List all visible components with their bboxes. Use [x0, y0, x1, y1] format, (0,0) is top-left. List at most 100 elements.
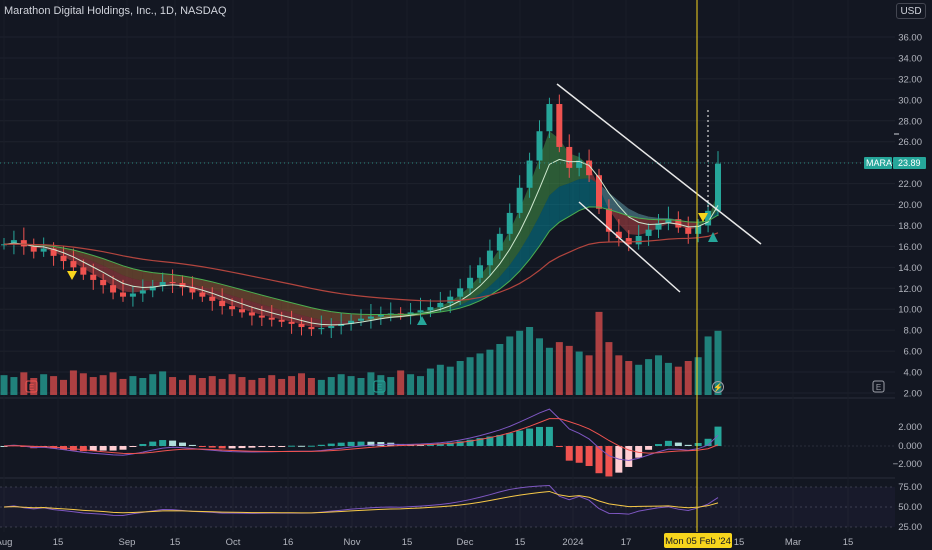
volume-bar	[40, 374, 48, 395]
ma-ribbon-segment	[281, 300, 292, 313]
ma-ribbon-segment	[271, 297, 282, 310]
earnings-badges[interactable]: E E E ⚡	[25, 380, 885, 393]
candle-body	[526, 160, 533, 188]
volume-bar	[476, 353, 484, 395]
volume-bar	[496, 344, 504, 395]
ma-ribbon-segment	[499, 264, 510, 289]
upper-trendline[interactable]	[556, 83, 762, 245]
ma-ribbon-segment	[460, 286, 471, 306]
candle-body	[129, 293, 136, 297]
sell-signal-marker	[698, 213, 708, 222]
trendlines[interactable]	[556, 83, 762, 293]
candle-body	[417, 310, 424, 313]
rsi-pane	[0, 485, 895, 528]
ma-ribbon-segment	[242, 289, 252, 302]
volume-bar	[684, 361, 692, 395]
macd-histogram-bar	[347, 441, 355, 446]
macd-histogram-bar	[307, 445, 315, 447]
macd-histogram-bar	[664, 440, 672, 446]
volume-bar	[188, 375, 196, 395]
volume-bar	[119, 378, 127, 395]
volume-bar	[367, 372, 375, 395]
ma-ribbon-segment	[331, 311, 342, 322]
macd-histogram-bar	[317, 444, 325, 446]
volume-bar	[645, 359, 653, 395]
volume-bar	[109, 372, 117, 395]
time-tick-label: 15	[53, 537, 64, 548]
volume-bar	[655, 355, 662, 395]
volume-bar	[575, 351, 583, 395]
ma-ribbon-segment	[63, 250, 74, 262]
volume-bar	[466, 357, 474, 395]
volume-bar	[238, 377, 246, 395]
macd-histogram-bar	[694, 442, 702, 446]
ticker-symbol: MARA	[866, 158, 892, 168]
time-axis[interactable]: Aug 15 Sep 15 Oct 16 Nov 15 Dec 15 2024 17 15 Mar 15	[0, 532, 932, 550]
ticker-price: 23.89	[898, 158, 921, 168]
macd-histogram-bar	[526, 428, 534, 446]
ma-ribbon-segment	[539, 195, 550, 246]
lower-trendline[interactable]	[578, 201, 681, 293]
price-axis[interactable]: 36.0034.0032.0030.0028.0026.0024.0022.00…	[893, 0, 932, 550]
candle-body	[477, 265, 483, 278]
macd-histogram-bar	[674, 442, 682, 446]
macd-histogram-bar	[258, 446, 266, 448]
candle-body	[229, 306, 236, 310]
volume-bar	[615, 355, 623, 395]
volume-bar	[446, 366, 454, 395]
macd-histogram-bar	[228, 446, 236, 449]
candle-body	[437, 302, 444, 308]
volume-bar	[486, 349, 494, 395]
ma-ribbon-segment	[321, 309, 332, 321]
macd-histogram-bar	[625, 446, 633, 467]
candle-body	[556, 104, 563, 147]
macd-histogram-bar	[496, 434, 504, 446]
macd-signal-line	[3, 418, 719, 455]
macd-histogram-bar	[426, 444, 434, 446]
ma-ribbon-segment	[470, 275, 480, 301]
candle-body	[239, 309, 245, 313]
volume-bar	[218, 378, 226, 395]
ma-ribbon-segment	[142, 270, 153, 282]
volume-bar	[208, 376, 216, 395]
volume-bar	[69, 370, 77, 395]
price-tick-label: 18.00	[898, 221, 922, 232]
candle-body	[467, 277, 474, 289]
ma-ribbon-segment	[261, 304, 272, 318]
candle-body	[139, 290, 146, 294]
earnings-badge-label: E	[29, 383, 34, 392]
macd-histogram-bar	[555, 446, 563, 447]
buy-signal-marker	[708, 232, 718, 242]
indicator-tick-label: 50.00	[898, 502, 922, 513]
ma-ribbon-segment	[222, 284, 233, 296]
volume-bar	[20, 372, 28, 395]
crosshair	[0, 0, 895, 532]
volume-bar	[714, 330, 722, 395]
volume-bar	[288, 376, 296, 395]
ma-ribbon-segment	[450, 294, 461, 310]
ma-ribbon-segment	[123, 265, 133, 279]
ma-ribbon-segment	[123, 275, 133, 293]
ma-ribbon-segment	[608, 192, 619, 224]
volume-bar	[307, 378, 315, 395]
candle-body	[288, 321, 295, 324]
candle-body	[199, 292, 206, 297]
candle-body	[715, 163, 721, 211]
macd-histogram-bar	[109, 446, 117, 451]
candle-body	[586, 160, 593, 176]
ma-ribbon-segment	[301, 315, 312, 327]
candle-body	[159, 282, 166, 287]
macd-pane	[0, 408, 895, 477]
price-tick-label: 22.00	[898, 179, 922, 190]
ma-ribbon-segment	[470, 293, 480, 305]
candlestick-series	[1, 94, 721, 339]
volume-bar	[704, 336, 712, 395]
volume-bar	[347, 376, 355, 395]
chart-title: Marathon Digital Holdings, Inc., 1D, NAS…	[4, 5, 227, 17]
earnings-badge	[373, 380, 386, 393]
volume-bar	[198, 378, 206, 395]
currency-button[interactable]: USD	[896, 3, 926, 19]
candle-body	[90, 274, 97, 280]
volume-bar	[50, 376, 58, 395]
